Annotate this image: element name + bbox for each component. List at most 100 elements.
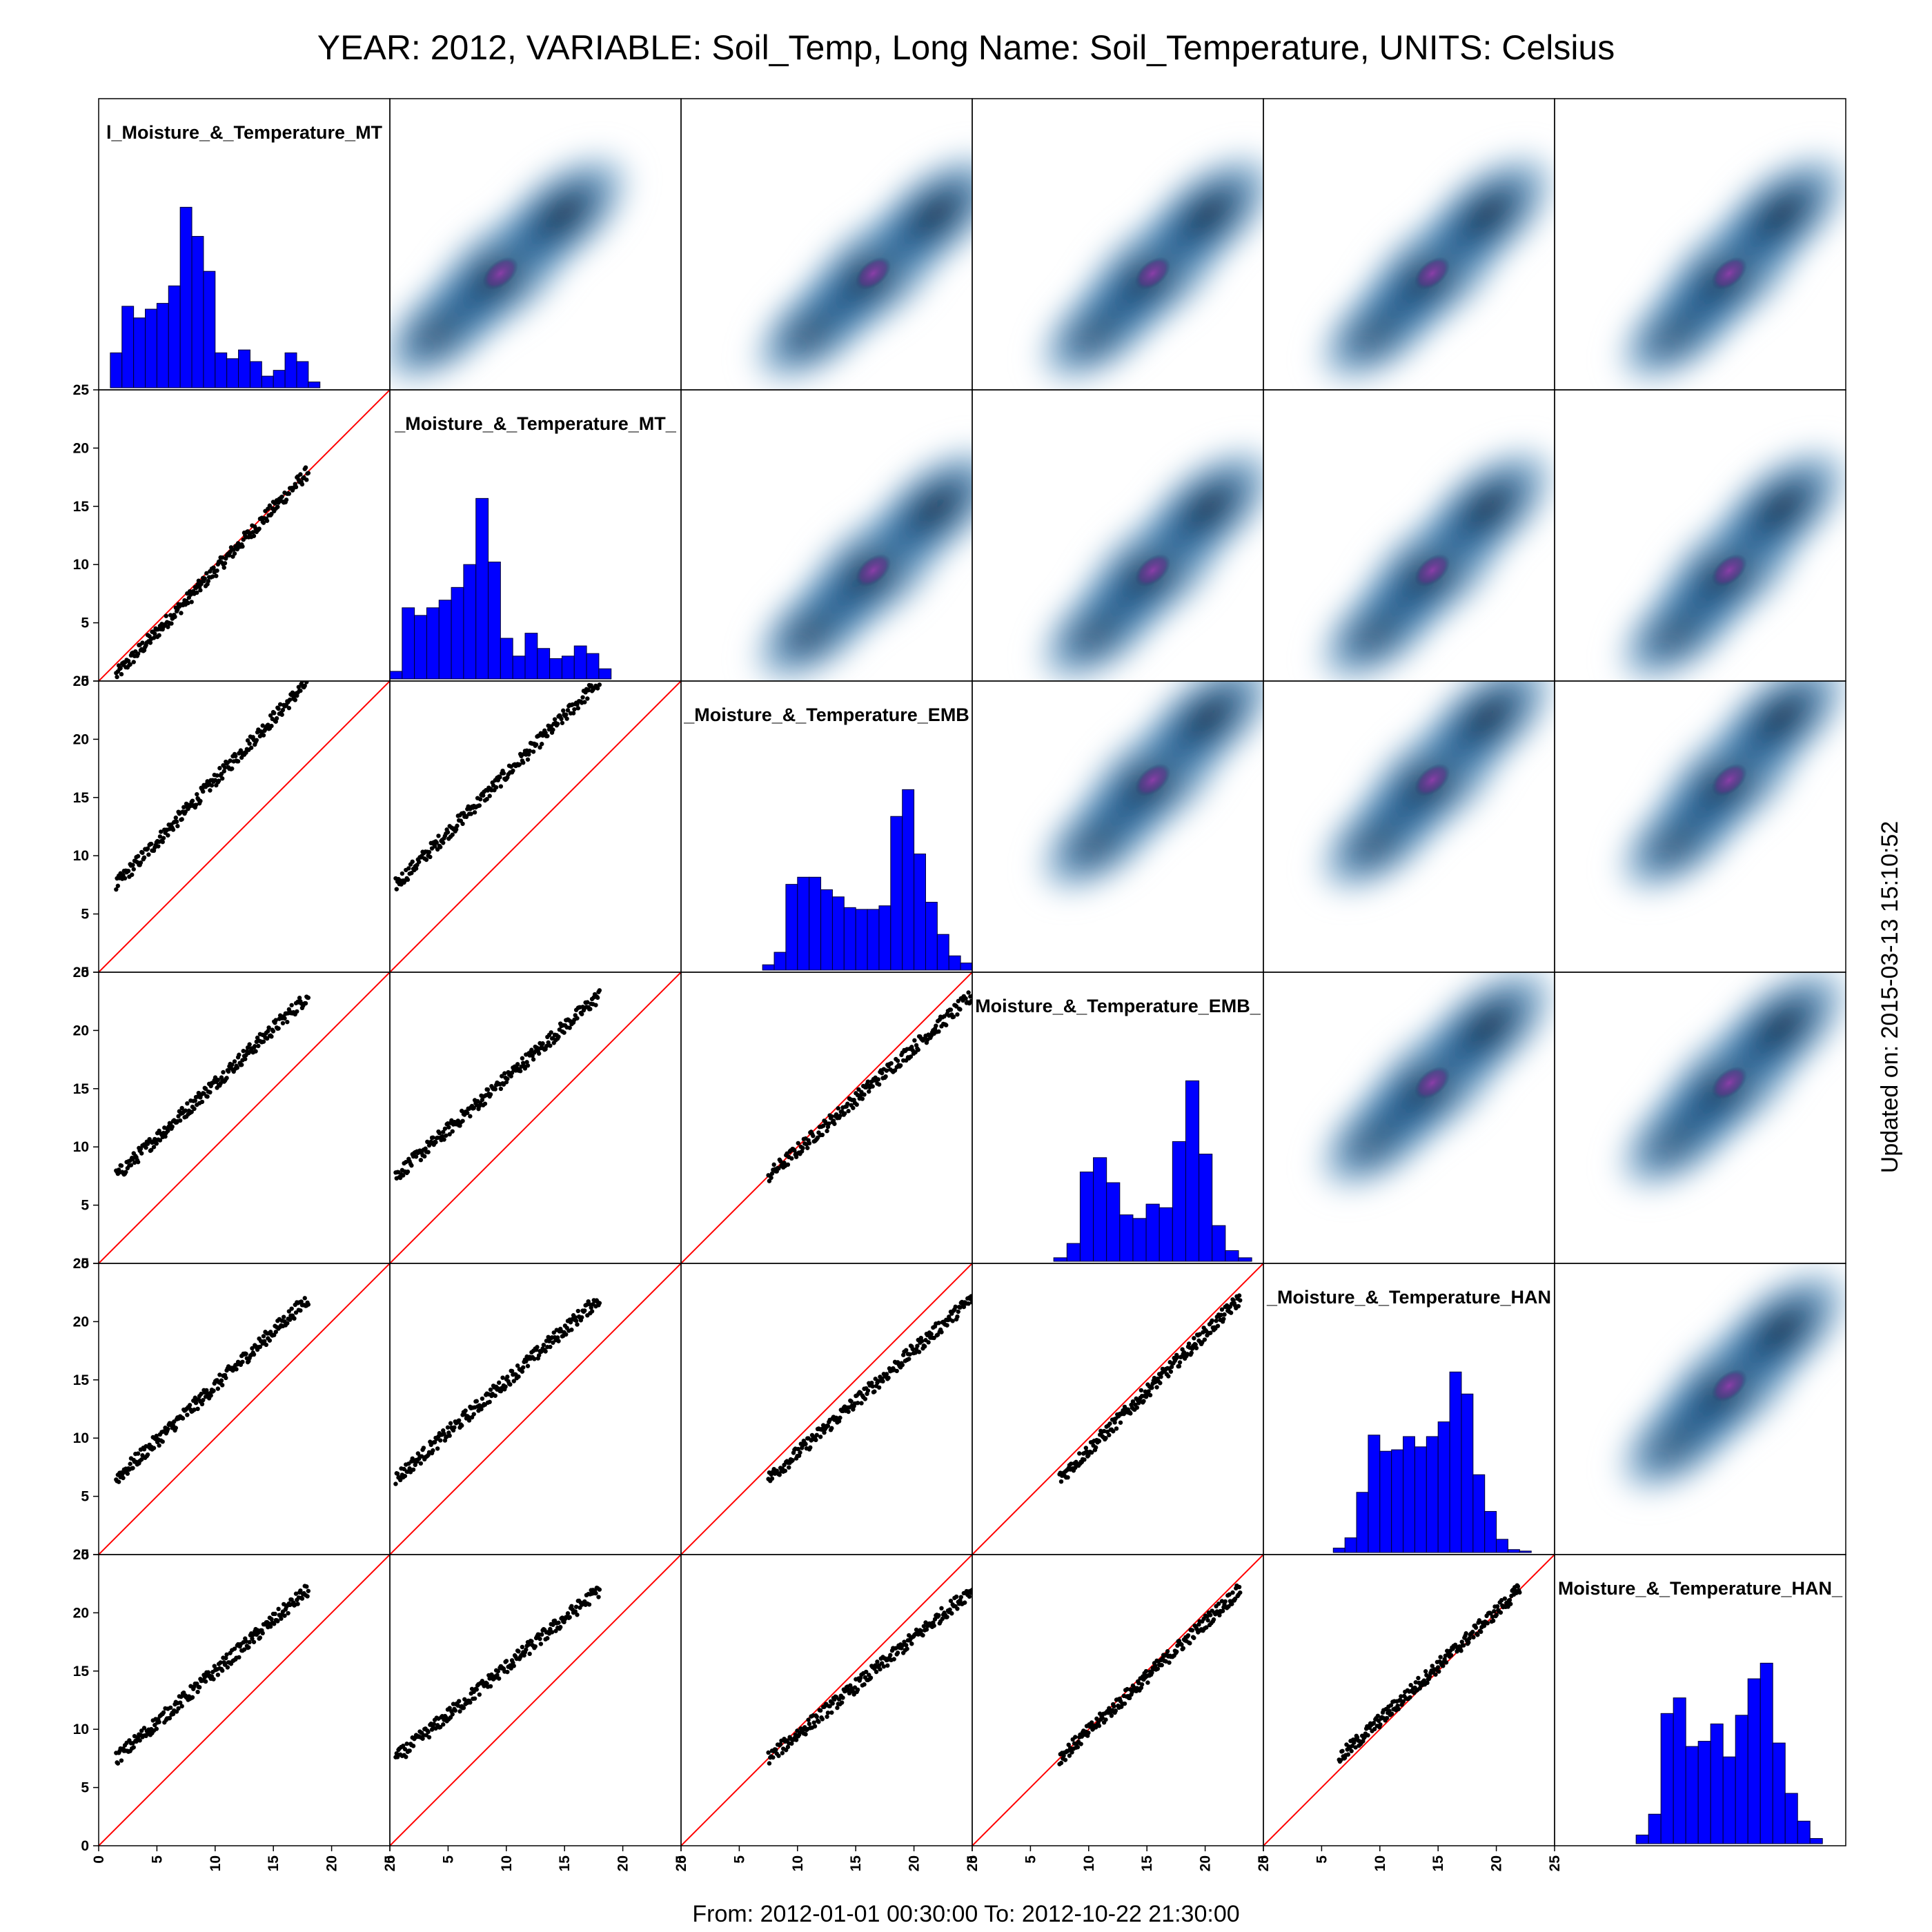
scatter-point — [1109, 1713, 1114, 1718]
scatter-point — [170, 1711, 176, 1717]
panel-r4-c5 — [1263, 972, 1555, 1264]
scatter-point — [524, 1359, 529, 1364]
scatter-points — [393, 1586, 602, 1759]
x-axis-col-3: 0 5 10 15 20 25 — [673, 1846, 980, 1871]
scatter-point — [575, 1322, 580, 1327]
scatter-point — [1185, 1633, 1191, 1638]
scatter-point — [420, 1454, 424, 1459]
scatter-point — [789, 1741, 794, 1746]
panel-r2-c6 — [1554, 389, 1846, 682]
panel-r3-c5 — [1263, 680, 1555, 973]
histogram-bar — [1185, 1080, 1200, 1262]
y-axis-tick-label: 25 — [73, 1256, 90, 1272]
scatter-point — [936, 1613, 941, 1618]
scatter-point — [257, 1344, 263, 1350]
density-peak — [855, 553, 891, 587]
scatter-points — [766, 990, 972, 1183]
histogram-bar — [948, 955, 961, 971]
scatter-point — [154, 1141, 159, 1146]
scatter-point — [551, 1622, 555, 1627]
scatter-point — [910, 1346, 915, 1352]
histogram-bar — [537, 648, 551, 680]
histogram-bar — [1356, 1492, 1369, 1553]
scatter-point — [282, 1314, 286, 1319]
scatter-point — [1150, 1670, 1154, 1675]
histogram-bar — [1391, 1449, 1404, 1553]
scatter-point — [1490, 1618, 1496, 1624]
scatter-point — [257, 1635, 263, 1640]
identity-line — [99, 1263, 390, 1555]
scatter-point — [275, 504, 280, 509]
scatter-point — [306, 995, 311, 1000]
scatter-point — [264, 1342, 268, 1348]
histogram-bar — [261, 375, 274, 388]
scatter-point — [575, 1308, 581, 1314]
scatter-point — [235, 1065, 240, 1070]
scatter-point — [807, 1141, 812, 1146]
identity-line — [390, 972, 681, 1263]
scatter-point — [306, 672, 310, 676]
scatter-point — [815, 1135, 820, 1140]
panel-content — [681, 972, 972, 1263]
scatter-point — [442, 1126, 448, 1131]
scatter-point — [279, 1616, 284, 1621]
scatter-point — [593, 1590, 598, 1596]
scatter-point — [144, 1145, 148, 1150]
scatter-point — [289, 1003, 294, 1007]
scatter-point — [452, 1425, 457, 1430]
scatter-point — [1389, 1711, 1394, 1716]
histogram-bar — [110, 352, 123, 388]
scatter-point — [585, 696, 590, 701]
panel-r5-c1 — [98, 1263, 391, 1555]
histogram-bar — [1809, 1837, 1823, 1844]
scatter-point — [433, 1726, 438, 1731]
scatter-point — [575, 1016, 580, 1021]
scatter-point — [904, 1348, 909, 1352]
histogram-bar — [773, 952, 787, 971]
scatter-point — [1125, 1686, 1130, 1692]
histogram-bar — [1238, 1257, 1252, 1262]
density-blob — [1409, 436, 1555, 580]
scatter-point — [790, 1458, 795, 1463]
scatter-point — [456, 1418, 462, 1423]
scatter-point — [121, 1475, 126, 1481]
histogram-bar — [1414, 1446, 1427, 1553]
scatter-point — [485, 1087, 491, 1092]
scatter-point — [825, 1128, 829, 1134]
histogram-bar — [1093, 1157, 1107, 1262]
scatter-point — [152, 1136, 157, 1142]
scatter-point — [282, 1601, 286, 1607]
scatter-point — [445, 829, 451, 835]
scatter-point — [1492, 1608, 1497, 1614]
scatter-point — [124, 1170, 128, 1174]
scatter-point — [1438, 1655, 1443, 1659]
x-axis-tick-label: 10 — [790, 1855, 806, 1871]
scatter-point — [455, 823, 460, 829]
scatter-point — [224, 1652, 229, 1657]
y-axis-tick-label: 0 — [81, 673, 89, 689]
scatter-point — [447, 1433, 452, 1438]
histogram-bar — [797, 876, 810, 971]
scatter-point — [766, 1750, 771, 1755]
histogram-bar — [762, 964, 775, 971]
scatter-point — [586, 688, 591, 693]
density-blob — [1702, 436, 1846, 580]
histogram-bar — [1199, 1154, 1213, 1262]
scatter-point — [919, 1339, 925, 1343]
scatter-point — [441, 1722, 446, 1727]
scatter-point — [437, 845, 443, 849]
scatter-points — [766, 1294, 972, 1483]
scatter-point — [505, 1669, 510, 1675]
scatter-point — [251, 1639, 257, 1644]
scatter-point — [573, 1318, 579, 1323]
histogram-bar — [191, 236, 204, 388]
histogram-bar — [1735, 1715, 1748, 1844]
scatter-point — [498, 1086, 504, 1092]
scatter-point — [262, 1339, 267, 1343]
scatter-points — [114, 672, 310, 892]
scatter-point — [405, 877, 411, 883]
scatter-point — [551, 727, 555, 732]
histogram-bar — [308, 382, 321, 388]
scatter-point — [253, 1044, 257, 1049]
scatter-point — [239, 1062, 244, 1067]
